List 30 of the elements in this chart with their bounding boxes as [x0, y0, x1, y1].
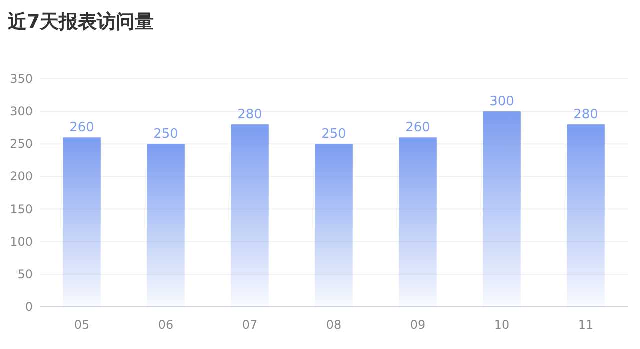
y-tick-label: 200 — [10, 170, 33, 184]
y-tick-label: 100 — [10, 234, 33, 249]
data-label: 300 — [490, 94, 514, 110]
bar — [315, 144, 353, 307]
x-tick-label: 09 — [410, 318, 426, 332]
bar — [147, 144, 185, 307]
x-tick-label: 08 — [326, 318, 342, 332]
x-tick-label: 05 — [74, 318, 90, 332]
data-label: 260 — [70, 120, 94, 136]
data-label: 250 — [154, 127, 178, 142]
x-tick-label: 06 — [158, 318, 174, 332]
data-label: 280 — [574, 108, 598, 123]
bar — [483, 112, 521, 307]
bar — [567, 124, 605, 307]
bar — [63, 138, 101, 307]
bar — [231, 124, 269, 307]
bar — [399, 138, 437, 307]
x-tick-label: 10 — [494, 318, 510, 332]
data-label: 280 — [238, 108, 262, 123]
chart-title: 近7天报表访问量 — [7, 11, 154, 33]
y-tick-label: 250 — [10, 137, 33, 152]
y-tick-label: 350 — [10, 72, 33, 86]
data-label: 260 — [406, 120, 430, 136]
y-tick-label: 0 — [25, 300, 33, 314]
x-tick-label: 11 — [578, 318, 594, 332]
y-tick-label: 50 — [18, 267, 33, 282]
data-label: 250 — [322, 127, 346, 142]
y-tick-label: 150 — [10, 202, 33, 216]
y-tick-label: 300 — [10, 104, 33, 119]
x-tick-label: 07 — [242, 318, 258, 332]
